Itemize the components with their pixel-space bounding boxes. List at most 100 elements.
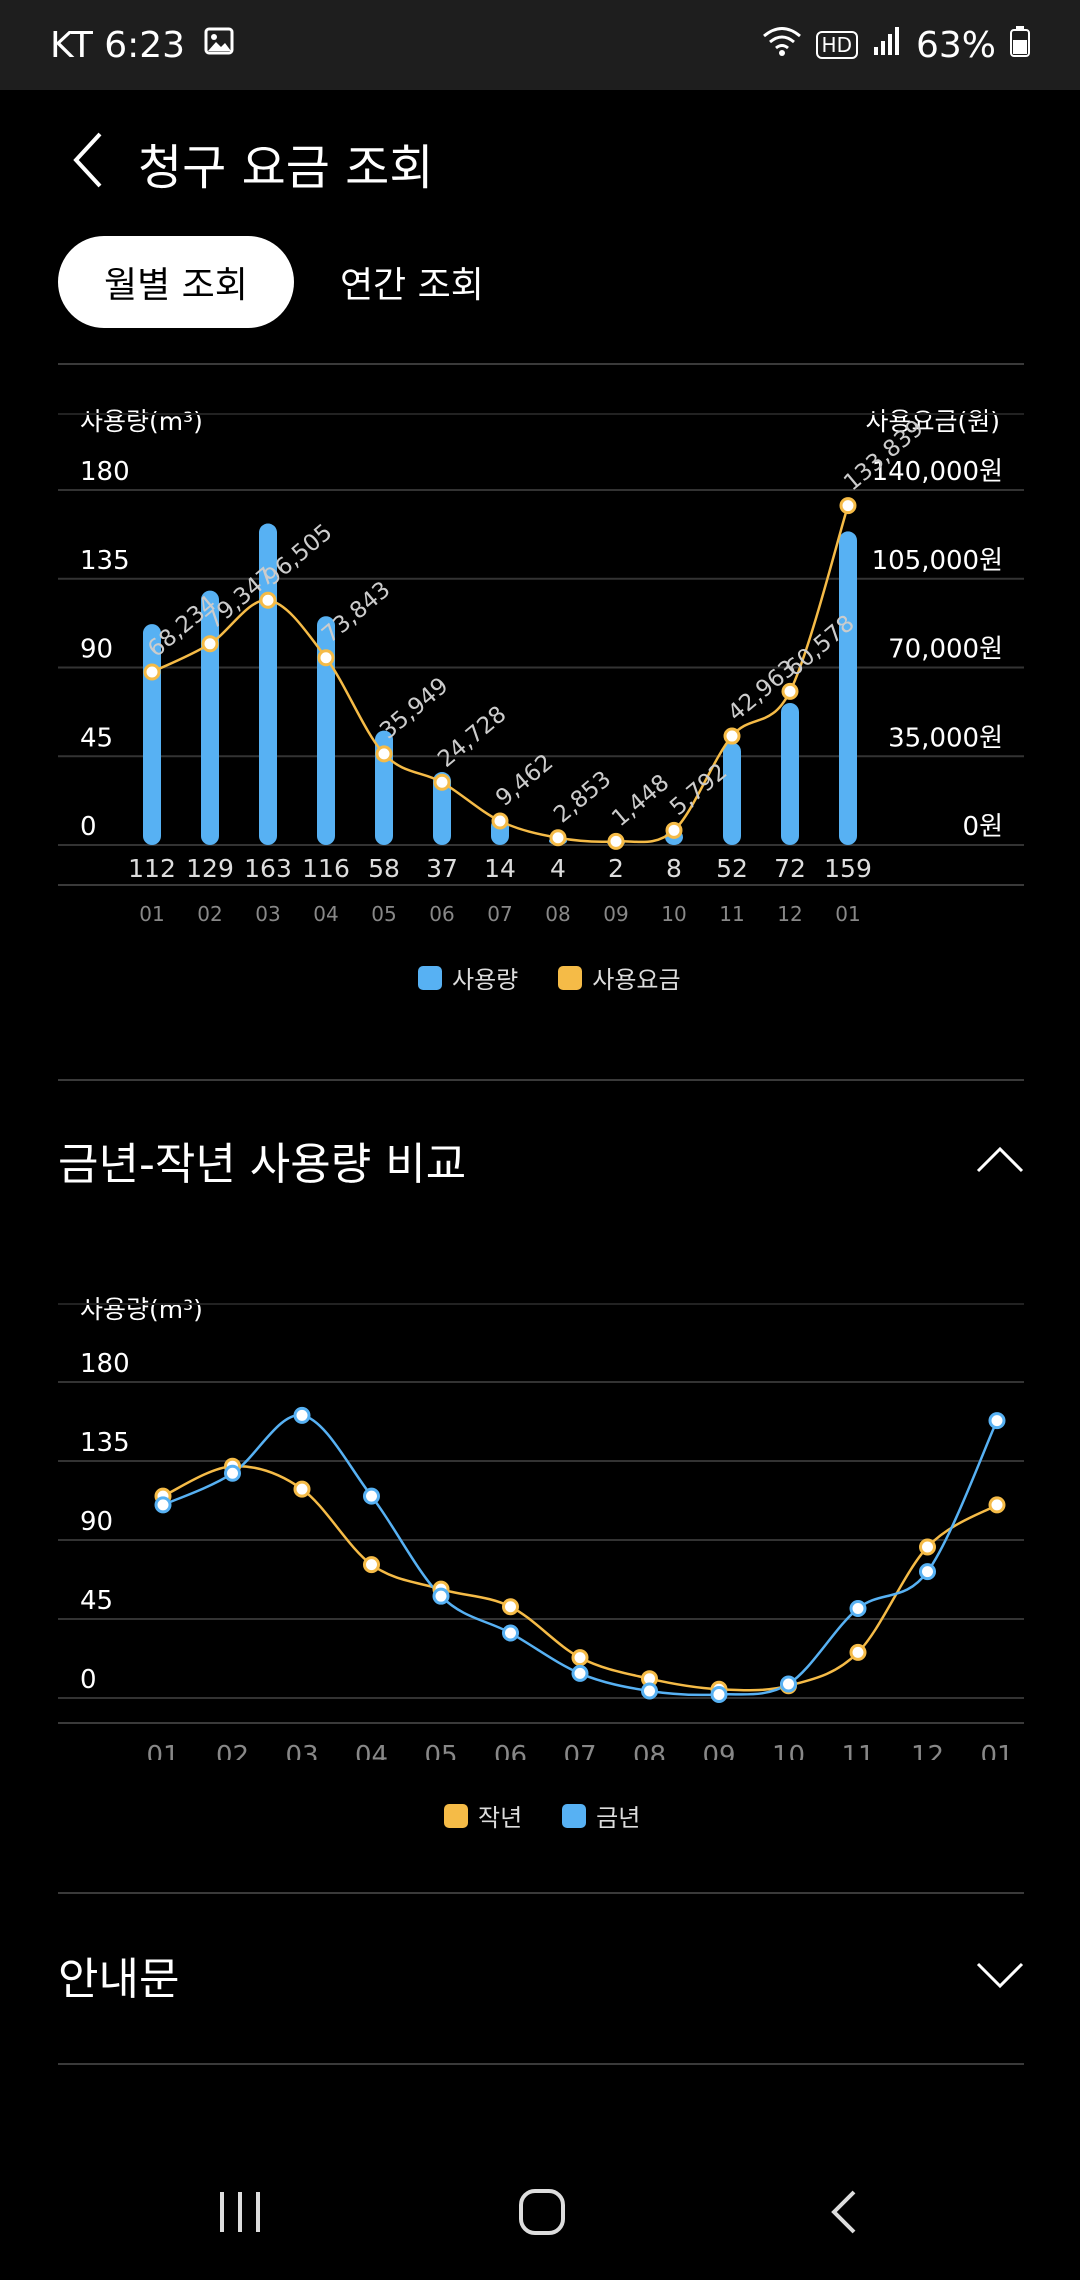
- notice-title: 안내문: [58, 1954, 180, 2005]
- divider: [58, 363, 1024, 365]
- monthly-legend: 사용량 사용요금: [418, 960, 681, 995]
- x-tick-label: 01: [980, 1741, 1013, 1760]
- usage-bar: [433, 772, 451, 845]
- y-right-tick: 140,000원: [872, 457, 1003, 487]
- comparison-chart: 사용량(m³) 180 135 90 45 0 01 02 03 04 05 06 07 08 09 10 1…: [0, 1280, 1080, 1771]
- signal-icon: [872, 25, 902, 66]
- this-year-point: [224, 1464, 241, 1482]
- back-arrow-icon: [73, 132, 102, 188]
- this-year-swatch: [562, 1803, 587, 1828]
- x-tick-label: 06: [494, 1741, 527, 1760]
- fee-point: [665, 821, 683, 839]
- fee-point: [607, 832, 625, 850]
- fee-point: [723, 727, 741, 745]
- home-icon[interactable]: [518, 2188, 566, 2236]
- recent-apps-icon[interactable]: [216, 2190, 264, 2234]
- last-year-point: [502, 1598, 519, 1616]
- legend-fee: 사용요금: [558, 960, 681, 995]
- y-right-tick: 70,000원: [888, 635, 1003, 665]
- this-year-point: [641, 1682, 658, 1700]
- page-title: 청구 요금 조회: [138, 140, 434, 196]
- fee-value-label: 9,462: [491, 749, 558, 811]
- comparison-section-header[interactable]: 금년-작년 사용량 비교: [58, 1130, 1024, 1190]
- notice-section-header[interactable]: 안내문: [58, 1945, 1024, 2005]
- chevron-down-icon[interactable]: [976, 1960, 1024, 1990]
- x-tick-label: 08: [633, 1741, 666, 1760]
- x-tick-label: 09: [603, 902, 628, 926]
- y-tick: 45: [80, 1586, 113, 1616]
- y-right-tick: 105,000원: [872, 546, 1003, 576]
- x-tick-label: 08: [545, 902, 570, 926]
- fee-point: [433, 773, 451, 791]
- x-tick-label: 02: [216, 1741, 249, 1760]
- last-year-point: [363, 1556, 380, 1574]
- usage-value-label: 58: [368, 854, 400, 883]
- last-year-point: [919, 1538, 936, 1556]
- this-year-point: [571, 1664, 589, 1682]
- chevron-up-icon[interactable]: [976, 1145, 1024, 1175]
- fee-point: [201, 635, 219, 653]
- x-tick-label: 10: [661, 902, 686, 926]
- usage-value-label: 2: [608, 854, 624, 883]
- usage-value-label: 4: [550, 854, 566, 883]
- legend-last-year: 작년: [444, 1798, 522, 1833]
- x-tick-label: 05: [371, 902, 396, 926]
- usage-bar: [201, 590, 219, 845]
- this-year-point: [432, 1587, 450, 1605]
- x-tick-label: 01: [146, 1741, 179, 1760]
- comparison-chart-svg: 사용량(m³) 180 135 90 45 0 01 02 03 04 05 06 07 08 09 10 1…: [58, 1295, 1024, 1771]
- x-tick-label: 03: [255, 902, 280, 926]
- usage-value-label: 159: [824, 854, 872, 883]
- usage-value-label: 112: [128, 854, 176, 883]
- legend-this-year: 금년: [562, 1798, 640, 1833]
- fee-value-label: 73,843: [317, 577, 395, 649]
- x-tick-label: 01: [835, 902, 860, 926]
- last-year-point: [988, 1496, 1006, 1514]
- wifi-icon: [762, 25, 802, 66]
- x-tick-label: 07: [487, 902, 512, 926]
- legend-usage: 사용량: [418, 960, 518, 995]
- y-left-tick: 45: [80, 723, 113, 753]
- usage-bar: [839, 531, 857, 845]
- comparison-legend: 작년 금년: [444, 1798, 640, 1833]
- x-tick-label: 04: [355, 1741, 388, 1760]
- y-left-tick: 135: [80, 546, 130, 576]
- x-tick-label: 12: [777, 902, 802, 926]
- fee-point: [839, 497, 857, 515]
- y-right-axis-label: 사용요금(원): [865, 407, 1000, 436]
- usage-bar: [317, 616, 335, 845]
- battery-icon: [1010, 25, 1030, 66]
- monthly-chart-svg: 사용량(m³) 사용요금(원) 180 140,000원 135 105,000원 90…: [58, 407, 1024, 926]
- last-year-point: [849, 1643, 867, 1661]
- usage-value-label: 8: [666, 854, 682, 883]
- fee-value-label: 2,853: [549, 766, 616, 828]
- last-year-point: [293, 1480, 311, 1498]
- usage-value-label: 163: [244, 854, 292, 883]
- x-tick-label: 10: [772, 1741, 805, 1760]
- usage-bar: [723, 742, 741, 845]
- comparison-y-axis-label: 사용량(m³): [80, 1295, 203, 1324]
- last-year-point: [571, 1649, 589, 1667]
- tab-monthly[interactable]: 월별 조회: [58, 236, 294, 328]
- y-left-tick: 90: [80, 635, 113, 665]
- this-year-point: [849, 1599, 867, 1617]
- y-tick: 180: [80, 1349, 130, 1379]
- app-header: 청구 요금 조회: [0, 90, 1080, 230]
- battery-percent: 63%: [915, 24, 996, 66]
- x-tick-label: 05: [424, 1741, 457, 1760]
- back-button[interactable]: [48, 120, 128, 200]
- this-year-point: [154, 1496, 172, 1514]
- legend-this-year-label: 금년: [596, 1804, 641, 1832]
- this-year-point: [988, 1412, 1006, 1430]
- divider: [58, 1079, 1024, 1081]
- back-nav-icon[interactable]: [826, 2188, 862, 2236]
- x-tick-label: 07: [563, 1741, 596, 1760]
- fee-swatch: [558, 965, 583, 990]
- last-year-swatch: [444, 1803, 468, 1828]
- usage-value-label: 116: [302, 854, 350, 883]
- this-year-point: [710, 1685, 728, 1703]
- fee-value-label: 35,949: [375, 673, 453, 745]
- view-tabs: 월별 조회 연간 조회: [58, 236, 530, 328]
- this-year-point: [780, 1675, 797, 1693]
- tab-yearly[interactable]: 연간 조회: [339, 265, 484, 306]
